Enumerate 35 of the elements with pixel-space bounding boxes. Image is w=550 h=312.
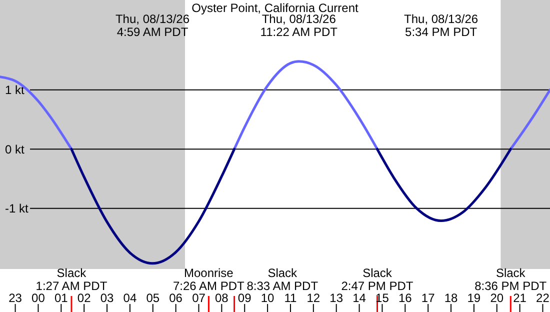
chart-title: Oyster Point, California Current [192,1,360,15]
x-tick-label: 01 [54,291,68,305]
x-tick-label: 13 [330,291,344,305]
x-tick-label: 03 [100,291,114,305]
x-tick-label: 23 [8,291,22,305]
x-tick-label: 02 [77,291,92,305]
x-tick-label: 00 [32,291,46,305]
x-tick-label: 04 [123,291,137,305]
x-tick-label: 05 [146,291,160,305]
x-tick-label: 18 [444,291,458,305]
x-tick-label: 07 [192,291,206,305]
x-tick-label: 14 [352,291,366,305]
ref-line-label: Slack 1:27 AM PDT [36,266,108,293]
x-tick-label: 19 [467,291,481,305]
ref-line-label: Moonrise 7:26 AM PDT [173,266,246,293]
x-tick-label: 06 [169,291,183,305]
ref-line-label: Slack 8:36 PM PDT [474,266,548,293]
x-tick-label: 12 [306,291,320,305]
x-tick-label: 08 [215,291,229,305]
x-tick-label: 20 [490,291,504,305]
x-tick-label: 11 [284,291,298,305]
x-tick-label: 21 [513,291,527,305]
y-tick-label: 1 kt [5,83,26,98]
x-tick-label: 17 [421,291,436,305]
ref-line-label: Slack 8:33 AM PDT [246,266,319,293]
annotation: Thu, 08/13/26 5:34 PM PDT [404,12,478,39]
ref-line-label: Slack 2:47 PM PDT [341,266,414,293]
x-tick-label: 10 [260,291,275,305]
annotation: Thu, 08/13/26 11:22 AM PDT [260,12,338,39]
y-tick-label: -1 kt [5,202,30,216]
x-tick-label: 22 [536,291,550,305]
y-tick-label: 0 kt [5,142,26,156]
x-tick-label: 09 [238,291,252,305]
x-tick-label: 16 [398,291,412,305]
annotation: Thu, 08/13/26 4:59 AM PDT [115,12,190,39]
